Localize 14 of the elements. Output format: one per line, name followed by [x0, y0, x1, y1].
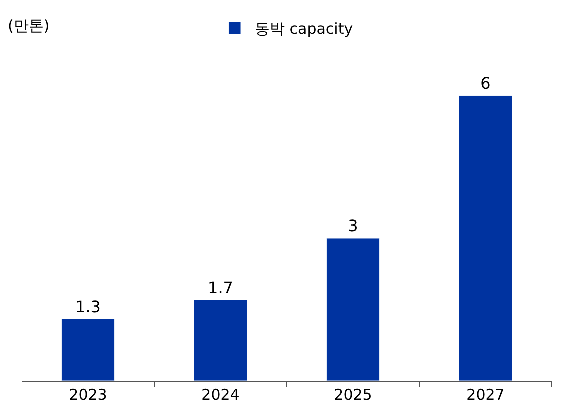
- legend-label: 동박 capacity: [255, 20, 354, 38]
- bar: [62, 319, 115, 381]
- text: (만톤): [8, 17, 50, 35]
- data-label: 6: [480, 74, 491, 93]
- data-label: 1.7: [208, 278, 234, 298]
- x-tick-label: 2027: [466, 386, 505, 404]
- bar: [326, 238, 380, 381]
- x-tick-label: 2024: [202, 386, 240, 404]
- bar: [194, 300, 248, 381]
- data-label: 3: [348, 216, 358, 236]
- data-label: 1.3: [76, 297, 101, 316]
- bar: [459, 96, 512, 381]
- x-tick-label: 2023: [69, 386, 108, 404]
- x-tick-label: 2025: [334, 386, 372, 404]
